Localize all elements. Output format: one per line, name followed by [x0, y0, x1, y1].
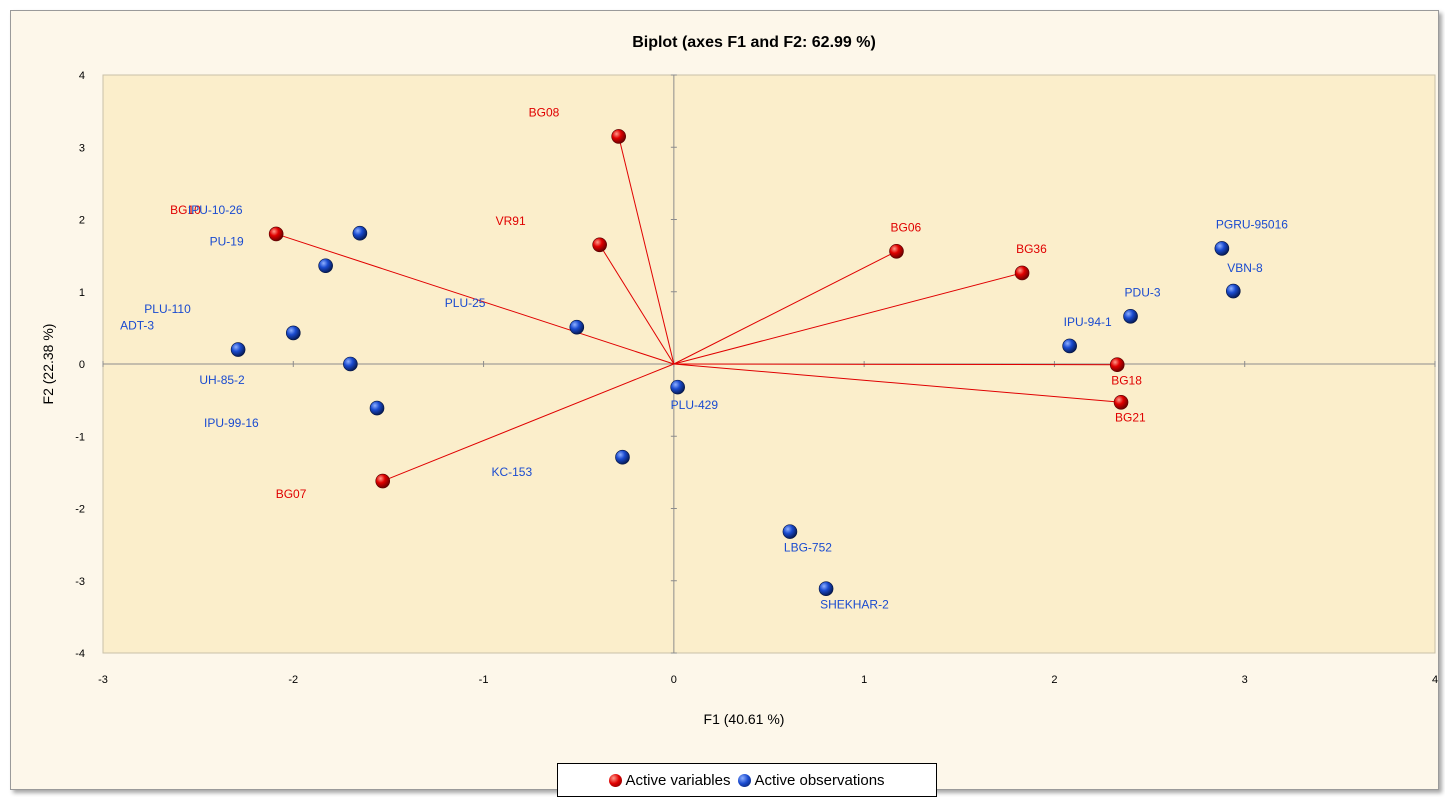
x-tick-label: 3 [1242, 674, 1248, 686]
vector-bg36 [673, 272, 1023, 365]
observation-label-adt-3: ADT-3 [120, 319, 154, 333]
observation-label-vbn-8: VBN-8 [1227, 261, 1263, 275]
variable-label-vr91: VR91 [496, 214, 526, 228]
red-dot-icon [609, 773, 623, 787]
observation-label-kc-153: KC-153 [491, 465, 532, 479]
chart-legend: Active variables Active observations [557, 763, 937, 797]
blue-dot-icon [738, 773, 752, 787]
observation-label-uh-85-2: UH-85-2 [199, 373, 245, 387]
observation-label-ipu-99-16: IPU-99-16 [204, 416, 259, 430]
observation-point-plu-110 [285, 325, 301, 341]
observation-label-ipu-10-26: IPU-10-26 [188, 203, 243, 217]
chart-title: Biplot (axes F1 and F2: 62.99 %) [632, 34, 876, 51]
observation-label-pdu-3: PDU-3 [1125, 285, 1161, 299]
y-tick-label: -1 [75, 431, 85, 443]
x-tick-label: 2 [1051, 674, 1057, 686]
vector-bg18 [673, 363, 1118, 366]
variable-label-bg06: BG06 [890, 220, 921, 234]
y-tick-label: 2 [79, 215, 85, 227]
observation-point-plu-25 [569, 319, 585, 335]
observation-point-ipu-99-16 [369, 400, 385, 416]
observation-point-plu-429 [670, 379, 685, 395]
vector-bg10 [276, 233, 675, 365]
y-tick-label: 3 [79, 142, 85, 154]
x-tick-label: -2 [288, 674, 298, 686]
variable-point-bg06 [889, 243, 904, 259]
y-tick-label: 4 [79, 70, 85, 82]
observation-label-plu-25: PLU-25 [445, 296, 486, 310]
observation-point-pdu-3 [1123, 309, 1138, 324]
observation-label-pgru-95016: PGRU-95016 [1216, 217, 1288, 231]
observation-point-vbn-8 [1225, 283, 1241, 299]
observation-label-lbg-752: LBG-752 [784, 541, 832, 555]
variable-label-bg21: BG21 [1115, 410, 1146, 424]
variable-point-bg18 [1109, 357, 1125, 373]
y-tick-label: 1 [79, 287, 85, 299]
x-tick-label: 1 [861, 674, 867, 686]
x-tick-label: 4 [1432, 674, 1438, 686]
variable-point-bg10 [268, 226, 284, 242]
observation-label-plu-110: PLU-110 [144, 302, 191, 316]
legend-label-observations: Active observations [754, 771, 885, 789]
y-axis-title: F2 (22.38 %) [40, 324, 56, 405]
variable-label-bg08: BG08 [529, 105, 560, 119]
y-tick-label: 0 [79, 359, 85, 371]
vector-bg06 [673, 250, 897, 365]
x-tick-label: -3 [98, 674, 108, 686]
variable-point-bg21 [1113, 394, 1129, 410]
vector-vr91 [599, 244, 675, 365]
variable-label-bg07: BG07 [276, 487, 307, 501]
observation-label-shekhar-2: SHEKHAR-2 [820, 598, 889, 612]
observation-label-pu-19: PU-19 [210, 235, 244, 249]
vector-bg07 [382, 363, 675, 482]
y-tick-label: -2 [75, 504, 85, 516]
variable-label-bg18: BG18 [1111, 374, 1142, 388]
x-axis-title: F1 (40.61 %) [704, 711, 785, 727]
observation-point-ipu-10-26 [352, 225, 368, 241]
vector-bg21 [673, 363, 1122, 403]
x-tick-label: -1 [479, 674, 489, 686]
variable-point-bg07 [375, 473, 391, 489]
observation-point-pgru-95016 [1214, 241, 1230, 256]
legend-item-observations: Active observations [738, 771, 885, 789]
y-tick-label: -3 [75, 576, 85, 588]
observation-label-plu-429: PLU-429 [671, 398, 719, 412]
observation-point-adt-3 [230, 342, 246, 357]
observation-point-ipu-94-1 [1062, 338, 1077, 354]
variable-point-bg36 [1014, 265, 1030, 281]
observation-point-lbg-752 [782, 524, 798, 539]
variable-point-bg08 [611, 129, 626, 144]
x-tick-label: 0 [671, 674, 677, 686]
variable-label-bg36: BG36 [1016, 242, 1047, 256]
observation-point-shekhar-2 [818, 581, 834, 596]
biplot-chart: -3 -2 -1 0 1 2 3 4 4 3 2 1 0 -1 -2 -3 -4 BG08 BG10 VR91 BG0… [40, 34, 1438, 727]
observation-point-pu-19 [318, 258, 333, 274]
legend-item-variables: Active variables [609, 772, 730, 789]
chart-frame: -3 -2 -1 0 1 2 3 4 4 3 2 1 0 -1 -2 -3 -4 BG08 BG10 VR91 BG0… [10, 10, 1439, 797]
legend-label-variables: Active variables [625, 771, 731, 789]
observation-point-kc-153 [615, 449, 630, 465]
y-tick-label: -4 [75, 648, 85, 660]
observation-point-uh-85-2 [343, 356, 358, 372]
variable-label-bg10: BG10 [170, 203, 201, 217]
vector-bg08 [618, 136, 675, 365]
variable-point-vr91 [592, 237, 607, 253]
observation-label-ipu-94-1: IPU-94-1 [1064, 315, 1112, 329]
